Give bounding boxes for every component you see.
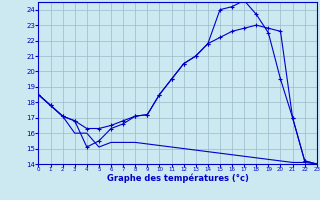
X-axis label: Graphe des températures (°c): Graphe des températures (°c): [107, 174, 249, 183]
